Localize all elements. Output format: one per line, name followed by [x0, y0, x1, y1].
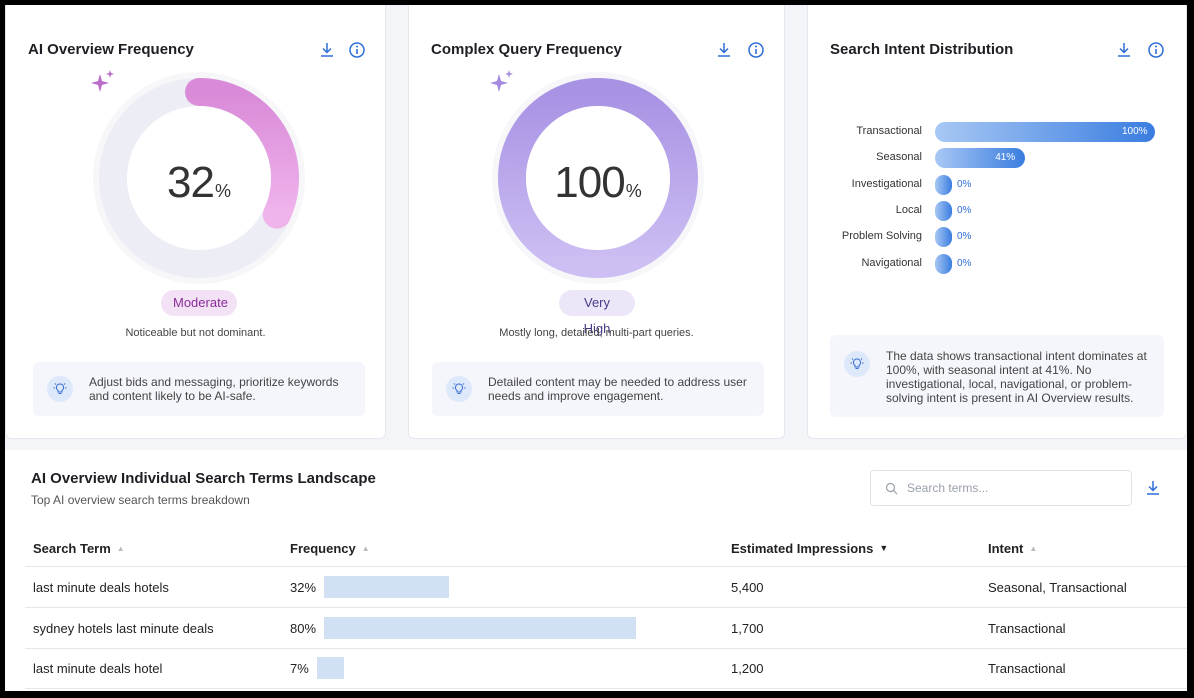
- intent-bar: [935, 148, 1026, 169]
- card-title: Search Intent Distribution: [830, 41, 1014, 58]
- column-header-estimated-impressions[interactable]: Estimated Impressions ▼: [731, 541, 889, 556]
- frequency-bar: [317, 657, 345, 679]
- table-row[interactable]: last minute deals hotels 32% 5,400 Seasonal…: [5, 567, 1187, 608]
- lightbulb-icon: [47, 376, 73, 402]
- intent-label: Navigational: [861, 256, 922, 269]
- level-badge: Very High: [559, 290, 635, 336]
- intent-value: 41%: [995, 152, 1016, 164]
- card-title: AI Overview Frequency: [28, 41, 194, 58]
- intent-bar-row: Navigational 0%: [808, 253, 1187, 274]
- sort-asc-icon: ▲: [1029, 544, 1038, 553]
- info-icon[interactable]: [348, 41, 366, 59]
- intent-bar-row: Transactional 100%: [808, 122, 1187, 142]
- intent-bar-row: Seasonal 41%: [808, 148, 1187, 169]
- card-title: Complex Query Frequency: [431, 41, 622, 58]
- info-icon[interactable]: [747, 41, 765, 59]
- cell-impressions: 5,400: [731, 580, 764, 595]
- intent-label: Seasonal: [876, 151, 922, 164]
- download-icon[interactable]: [715, 41, 733, 59]
- search-box[interactable]: [870, 470, 1132, 506]
- complex-query-arc: [498, 78, 698, 278]
- recommendation-box: Adjust bids and messaging, prioritize ke…: [33, 362, 365, 416]
- complex-query-value: 100%: [554, 158, 642, 207]
- cell-frequency: 80%: [290, 620, 317, 636]
- column-header-frequency[interactable]: Frequency ▲: [290, 541, 370, 556]
- cell-search-term: last minute deals hotels: [33, 580, 169, 595]
- cell-frequency: 32%: [290, 580, 317, 595]
- intent-bar-row: Problem Solving 0%: [808, 227, 1187, 248]
- sort-asc-icon: ▲: [361, 544, 370, 553]
- frequency-bar: [324, 616, 636, 639]
- sort-asc-icon: ▲: [116, 544, 125, 553]
- intent-label: Problem Solving: [841, 230, 922, 243]
- divider: [25, 566, 1187, 567]
- divider: [25, 688, 1187, 689]
- cell-intent: Seasonal, Transactional: [988, 580, 1127, 595]
- column-header-search-term[interactable]: Search Term ▲: [33, 541, 125, 556]
- info-icon[interactable]: [1147, 41, 1165, 59]
- frequency-bar: [324, 576, 449, 598]
- intent-value: 0%: [957, 257, 972, 269]
- download-icon[interactable]: [318, 41, 336, 59]
- table-title: AI Overview Individual Search Terms Land…: [31, 470, 376, 487]
- download-icon[interactable]: [1115, 41, 1133, 59]
- intent-value: 100%: [1122, 126, 1148, 137]
- level-description: Noticeable but not dominant.: [125, 327, 266, 339]
- recommendation-text: Detailed content may be needed to addres…: [488, 375, 747, 403]
- intent-bar: [935, 227, 952, 248]
- intent-bar: [935, 253, 952, 274]
- intent-value: 0%: [957, 204, 972, 216]
- cell-impressions: 1,200: [731, 661, 764, 676]
- intent-value: 0%: [957, 178, 972, 190]
- intent-label: Transactional: [856, 125, 922, 137]
- intent-bar-row: Investigational 0%: [808, 174, 1187, 195]
- cell-search-term: last minute deals hotel: [33, 661, 163, 676]
- sort-desc-icon: ▼: [879, 543, 889, 553]
- cell-frequency: 7%: [290, 661, 309, 676]
- search-intent-distribution-card: Search Intent Distribution Transactional…: [807, 5, 1187, 439]
- download-icon[interactable]: [1144, 479, 1162, 497]
- divider: [25, 607, 1187, 608]
- search-input[interactable]: [907, 477, 1117, 499]
- table-row[interactable]: sydney hotels last minute deals 80% 1,700 T…: [5, 608, 1187, 649]
- search-terms-landscape-card: AI Overview Individual Search Terms Land…: [5, 450, 1187, 691]
- ai-overview-arc: [185, 78, 299, 229]
- level-badge: Moderate: [161, 290, 237, 316]
- level-description: Mostly long, detailed, multi-part querie…: [499, 327, 694, 339]
- ai-overview-frequency-card: AI Overview Frequency: [5, 5, 386, 439]
- cell-intent: Transactional: [988, 620, 1066, 636]
- cell-search-term: sydney hotels last minute deals: [33, 620, 214, 636]
- recommendation-text: Adjust bids and messaging, prioritize ke…: [89, 375, 339, 403]
- column-header-intent[interactable]: Intent ▲: [988, 541, 1038, 556]
- complex-query-donut: 100%: [488, 68, 708, 288]
- cell-impressions: 1,700: [731, 620, 764, 636]
- sparkle-icon: [91, 70, 114, 92]
- lightbulb-icon: [446, 376, 472, 402]
- intent-label: Local: [895, 203, 922, 216]
- ai-overview-donut: 32%: [89, 68, 309, 288]
- cell-intent: Transactional: [988, 661, 1066, 676]
- insight-text: The data shows transactional intent domi…: [886, 349, 1147, 405]
- ai-overview-value: 32%: [167, 158, 231, 207]
- lightbulb-icon: [844, 351, 870, 377]
- intent-value: 0%: [957, 231, 972, 243]
- intent-bar: [935, 174, 952, 195]
- insight-box: The data shows transactional intent domi…: [830, 335, 1164, 417]
- search-icon: [885, 482, 898, 495]
- intent-bar: [935, 122, 1155, 142]
- table-row[interactable]: last minute deals hotel 7% 1,200 Transactio…: [5, 648, 1187, 689]
- sparkle-icon: [490, 70, 513, 92]
- intent-bar: [935, 200, 952, 221]
- recommendation-box: Detailed content may be needed to addres…: [432, 362, 764, 416]
- intent-label: Investigational: [851, 177, 922, 190]
- intent-bar-row: Local 0%: [808, 200, 1187, 221]
- complex-query-frequency-card: Complex Query Frequency: [408, 5, 785, 439]
- divider: [25, 647, 1187, 649]
- table-subtitle: Top AI overview search terms breakdown: [31, 493, 250, 507]
- dashboard: AI Overview Frequency: [5, 5, 1187, 691]
